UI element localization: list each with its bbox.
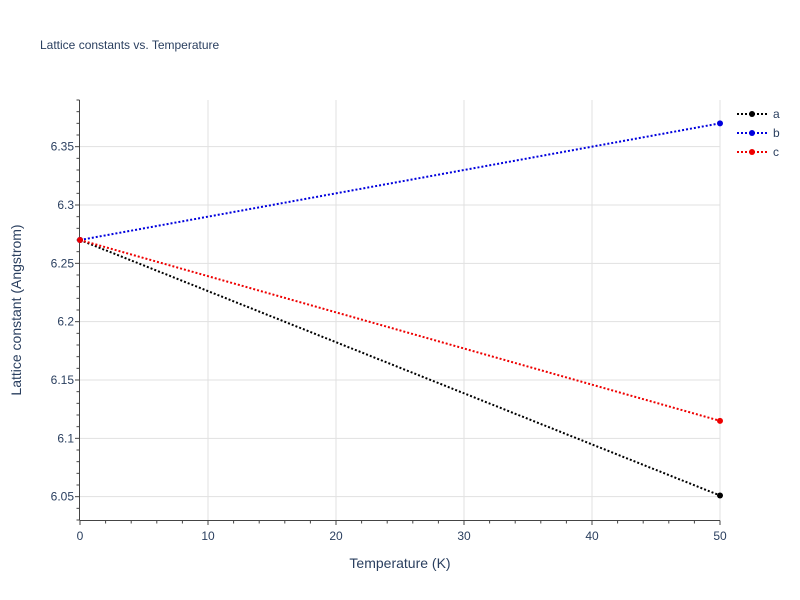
y-tick-label: 6.25 [51, 256, 75, 270]
y-tick-label: 6.2 [57, 315, 74, 329]
grid [80, 100, 721, 520]
data-point-c[interactable] [77, 237, 83, 243]
legend-marker [749, 130, 755, 136]
legend-marker [749, 111, 755, 117]
chart-title: Lattice constants vs. Temperature [40, 38, 220, 52]
x-tick-label: 30 [457, 529, 471, 543]
legend-label: b [773, 126, 780, 140]
y-tick-label: 6.35 [51, 140, 75, 154]
series-line-c [79, 239, 721, 422]
legend[interactable]: abc [737, 107, 780, 159]
series-layer [77, 120, 723, 499]
data-point-b[interactable] [717, 120, 723, 127]
axes: 0 10 20 30 40 50 6.05 6.1 6.15 6.2 6.25 6.3 6.35 [51, 99, 727, 543]
legend-label: c [773, 145, 779, 159]
series-line-b [79, 122, 721, 241]
legend-item-a[interactable]: a [737, 107, 780, 121]
series-c [77, 237, 723, 424]
series-a [77, 237, 723, 499]
legend-item-c[interactable]: c [737, 145, 779, 159]
y-tick-label: 6.1 [57, 431, 74, 445]
x-tick-label: 50 [713, 529, 727, 543]
x-tick-label: 40 [585, 529, 599, 543]
legend-marker [749, 149, 755, 155]
legend-label: a [773, 107, 780, 121]
y-tick-label: 6.3 [57, 198, 74, 212]
series-b [77, 120, 723, 243]
x-tick-label: 10 [201, 529, 215, 543]
legend-item-b[interactable]: b [737, 126, 780, 140]
y-tick-label: 6.15 [51, 373, 75, 387]
x-tick-label: 0 [77, 529, 84, 543]
data-point-c[interactable] [717, 417, 723, 424]
series-line-a [79, 239, 721, 497]
y-tick-label: 6.05 [51, 490, 75, 504]
x-axis-title: Temperature (K) [349, 555, 450, 571]
x-tick-label: 20 [329, 529, 343, 543]
y-axis-title: Lattice constant (Angstrom) [8, 224, 24, 395]
data-point-a[interactable] [717, 492, 723, 499]
